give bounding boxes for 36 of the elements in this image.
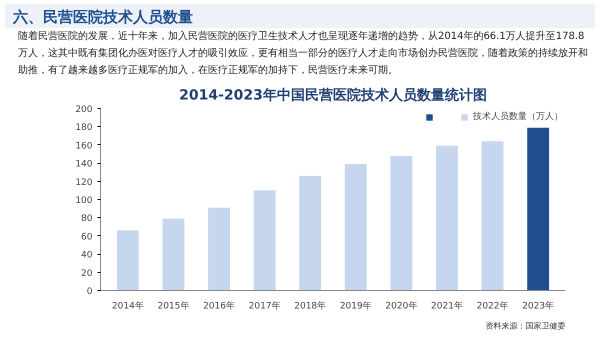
chart-title: 2014-2023年中国民营医院技术人员数量统计图 bbox=[179, 86, 487, 104]
y-tick-label: 40 bbox=[81, 250, 93, 261]
x-tick-label: 2020年 bbox=[385, 300, 418, 312]
bar bbox=[436, 146, 458, 290]
x-tick-label: 2017年 bbox=[248, 300, 281, 312]
text: 资料来源：国家卫健委 bbox=[486, 322, 566, 330]
y-tick-label: 140 bbox=[75, 160, 93, 170]
text: 随着民营医院的发展，近十年来，加入民营医院的医疗卫生技术人才也呈现逐年递增的趋势，从2014年的66.1万人提升至178.8万人，这其中既有集团化办医对医疗人才的吸引效应，更有相当一部分的医疗人才走向市场创办民营医院，随着政策的持续放开和助推，有了越来越多医疗正规军的加入，在医疗正规军的加持下，民营医疗未来可期。 bbox=[18, 30, 588, 78]
y-tick-label: 20 bbox=[81, 268, 93, 279]
y-tick-label: 180 bbox=[75, 123, 93, 134]
y-tick-label: 0 bbox=[86, 287, 93, 297]
y-tick-label: 120 bbox=[75, 178, 93, 188]
bar bbox=[116, 230, 139, 290]
x-tick-label: 2023年 bbox=[522, 300, 554, 312]
y-tick-label: 60 bbox=[81, 232, 93, 242]
bar bbox=[208, 208, 230, 290]
x-tick-label: 2014年 bbox=[112, 300, 144, 312]
x-tick-label: 2019年 bbox=[340, 300, 372, 312]
x-tick-label: 2022年 bbox=[476, 300, 509, 312]
bar bbox=[299, 176, 322, 290]
y-tick-label: 100 bbox=[75, 196, 93, 206]
bar bbox=[527, 128, 550, 290]
x-tick-label: 2021年 bbox=[431, 300, 463, 312]
y-tick-label: 160 bbox=[75, 141, 93, 152]
bar bbox=[482, 141, 504, 290]
y-tick-label: 200 bbox=[75, 105, 93, 115]
x-tick-label: 2016年 bbox=[203, 300, 235, 312]
bar bbox=[390, 156, 412, 290]
x-tick-label: 2018年 bbox=[294, 300, 326, 312]
bar bbox=[162, 218, 184, 290]
text: 六、民营医院技术人员数量 bbox=[13, 7, 193, 28]
legend-label: 技术人员数量（万人） bbox=[473, 110, 563, 123]
bar bbox=[254, 190, 276, 290]
bar bbox=[344, 164, 367, 290]
y-tick-label: 80 bbox=[81, 214, 93, 224]
x-tick-label: 2015年 bbox=[157, 300, 190, 312]
